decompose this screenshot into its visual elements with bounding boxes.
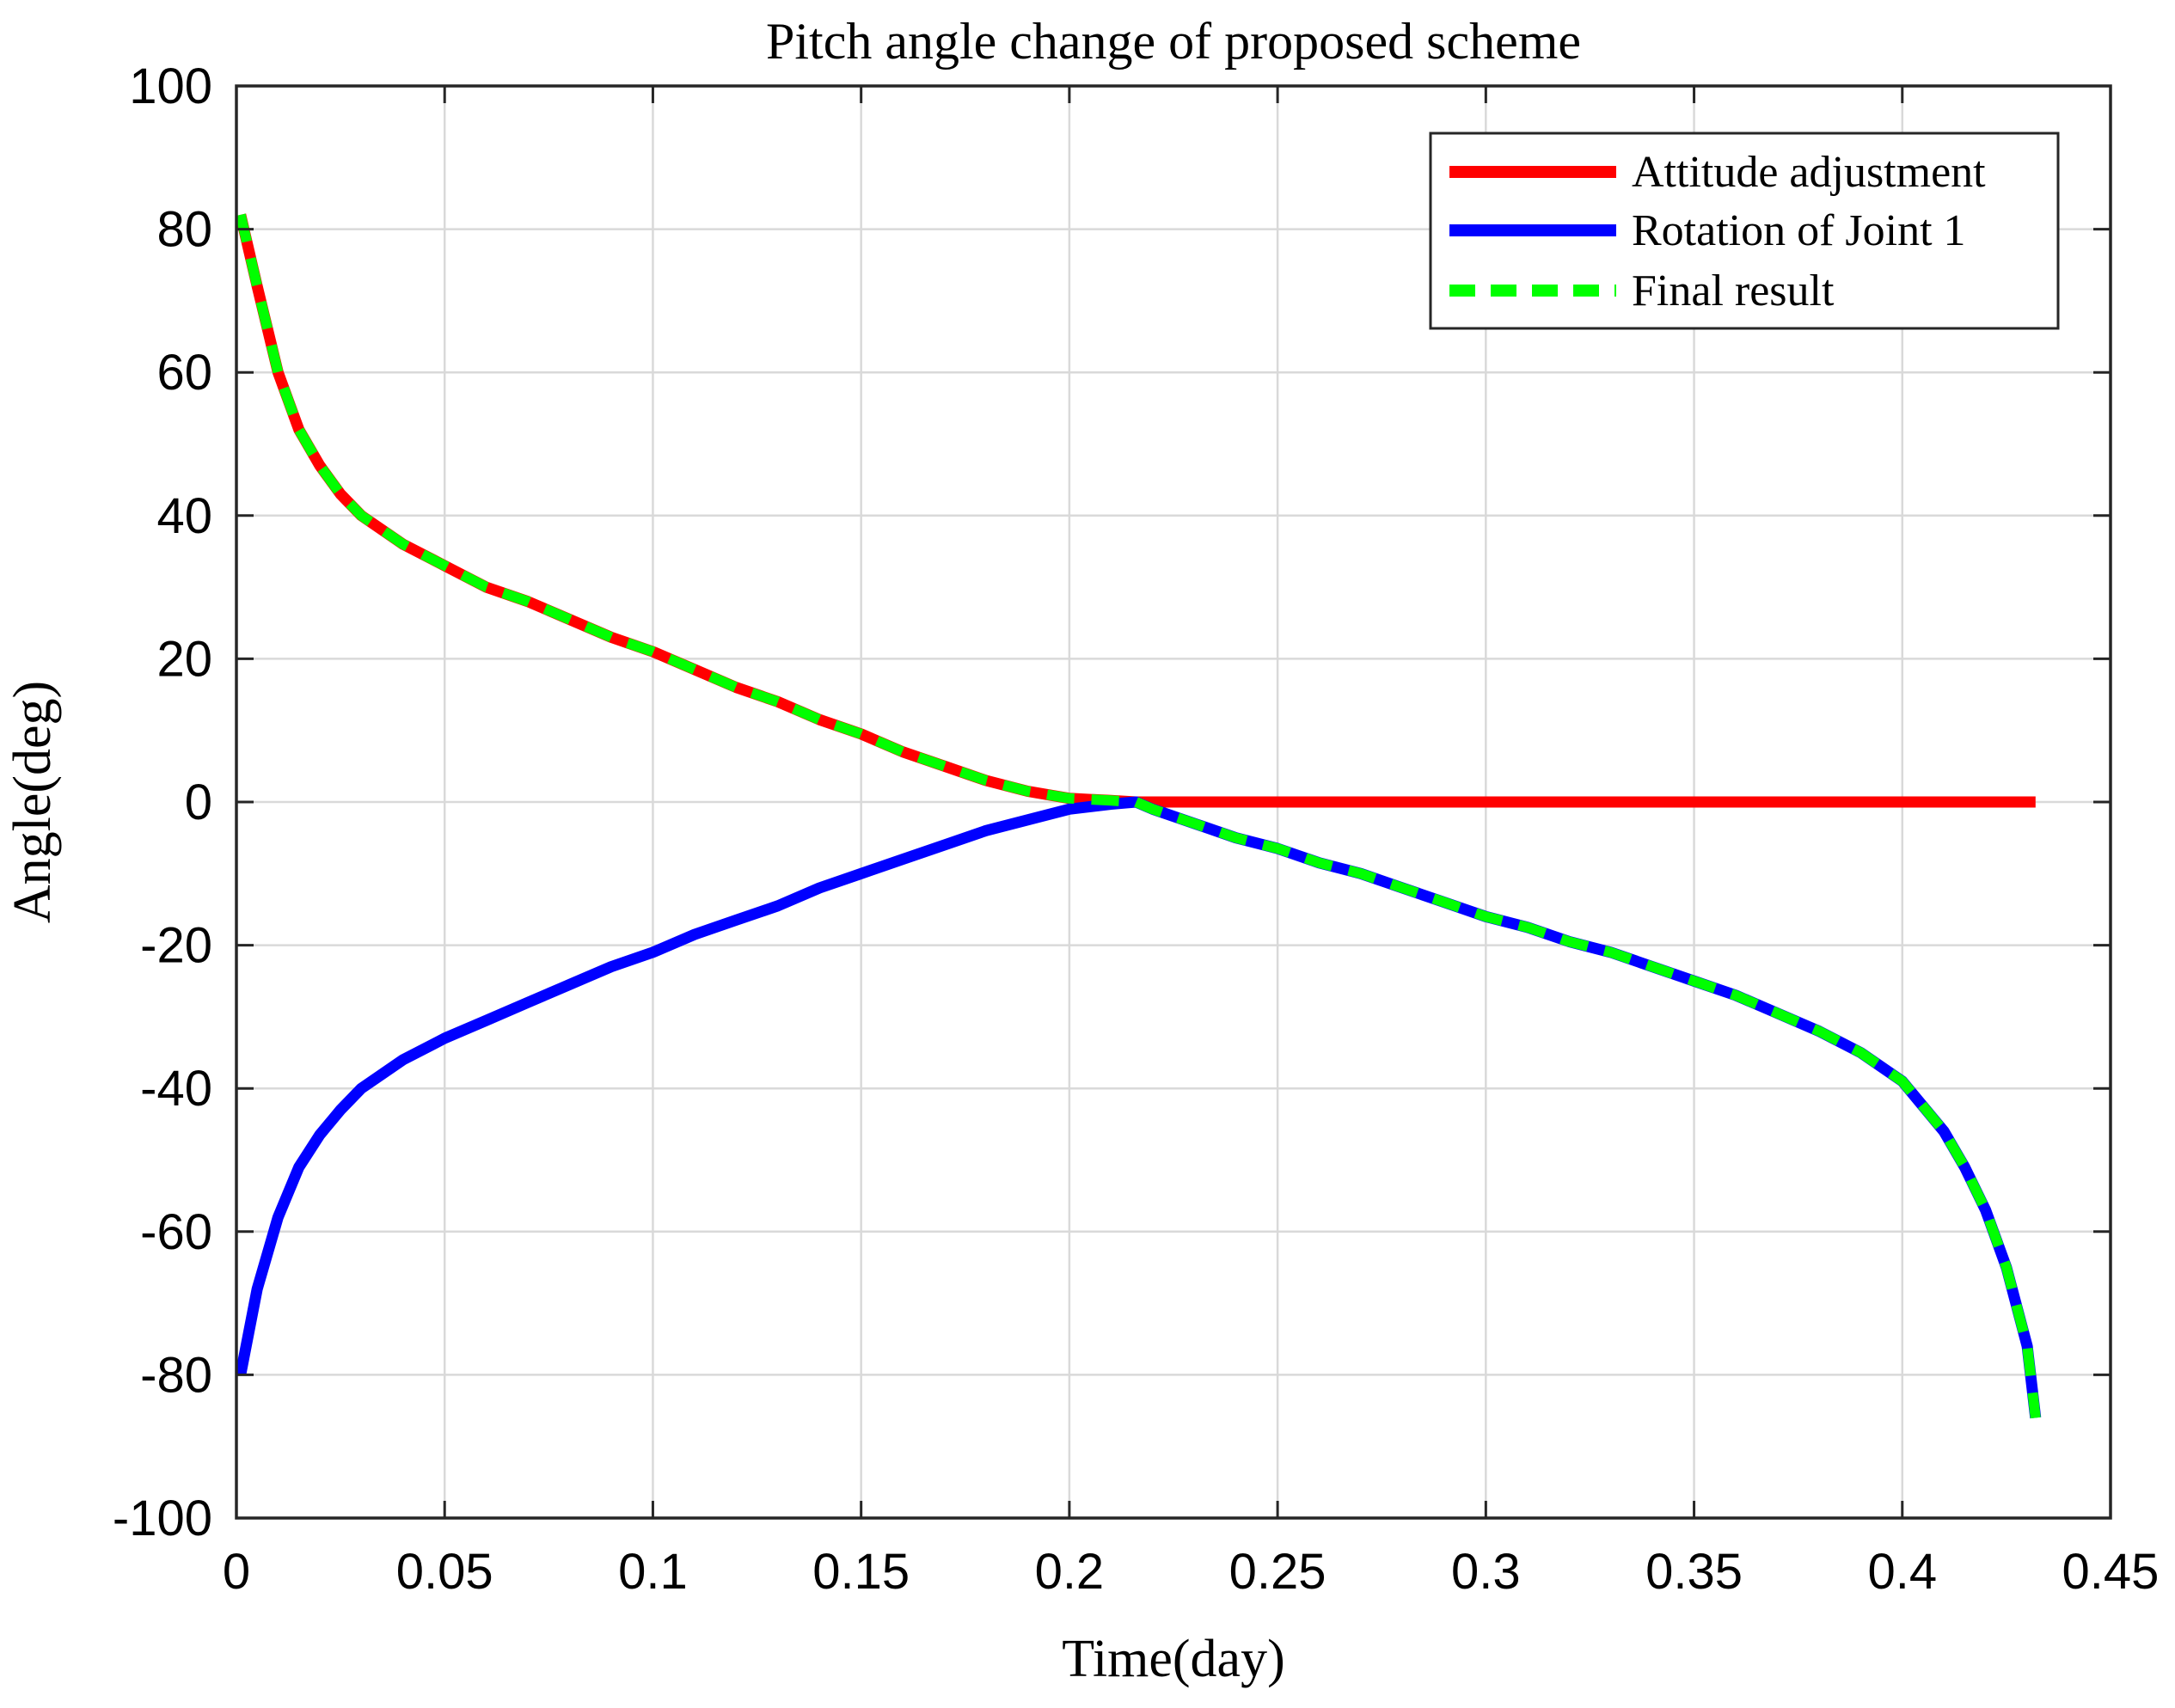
x-tick-label: 0.45 [2062, 1544, 2160, 1600]
x-tick-label: 0.05 [396, 1544, 493, 1600]
y-tick-label: 40 [156, 488, 212, 544]
chart-title: Pitch angle change of proposed scheme [766, 13, 1581, 70]
x-tick-label: 0.4 [1867, 1544, 1937, 1600]
y-tick-label: -20 [140, 918, 212, 974]
y-tick-label: 100 [129, 58, 212, 114]
x-axis-label: Time(day) [1062, 1630, 1284, 1688]
y-tick-label: 20 [156, 631, 212, 687]
y-tick-label: 60 [156, 345, 212, 401]
x-tick-label: 0.15 [812, 1544, 910, 1600]
y-tick-label: 80 [156, 202, 212, 258]
y-tick-label: -80 [140, 1347, 212, 1403]
y-tick-label: 0 [185, 774, 212, 830]
y-axis-label: Angle(deg) [3, 681, 62, 923]
y-tick-label: -60 [140, 1204, 212, 1260]
x-tick-label: 0 [223, 1544, 250, 1600]
legend-label-final-result: Final result [1632, 266, 1835, 315]
x-tick-label: 0.2 [1035, 1544, 1105, 1600]
x-tick-label: 0.25 [1229, 1544, 1326, 1600]
y-tick-label: -100 [113, 1491, 212, 1546]
legend-label-attitude-adjustment: Attitude adjustment [1632, 148, 1986, 197]
x-tick-label: 0.35 [1645, 1544, 1743, 1600]
y-tick-label: -40 [140, 1061, 212, 1117]
legend-label-rotation-of-joint-1: Rotation of Joint 1 [1632, 206, 1966, 255]
axis-ticks: 0 0.05 0.1 0.15 0.2 0.25 0.3 0.35 0.4 0.45 100 80 60… [113, 58, 2160, 1600]
series-lines [235, 213, 2042, 1419]
legend: Attitude adjustment Rotation of Joint 1 … [1429, 132, 2060, 330]
x-tick-label: 0.3 [1451, 1544, 1521, 1600]
x-tick-label: 0.1 [618, 1544, 688, 1600]
series-line-rotation-of-joint-1 [235, 796, 2042, 1419]
